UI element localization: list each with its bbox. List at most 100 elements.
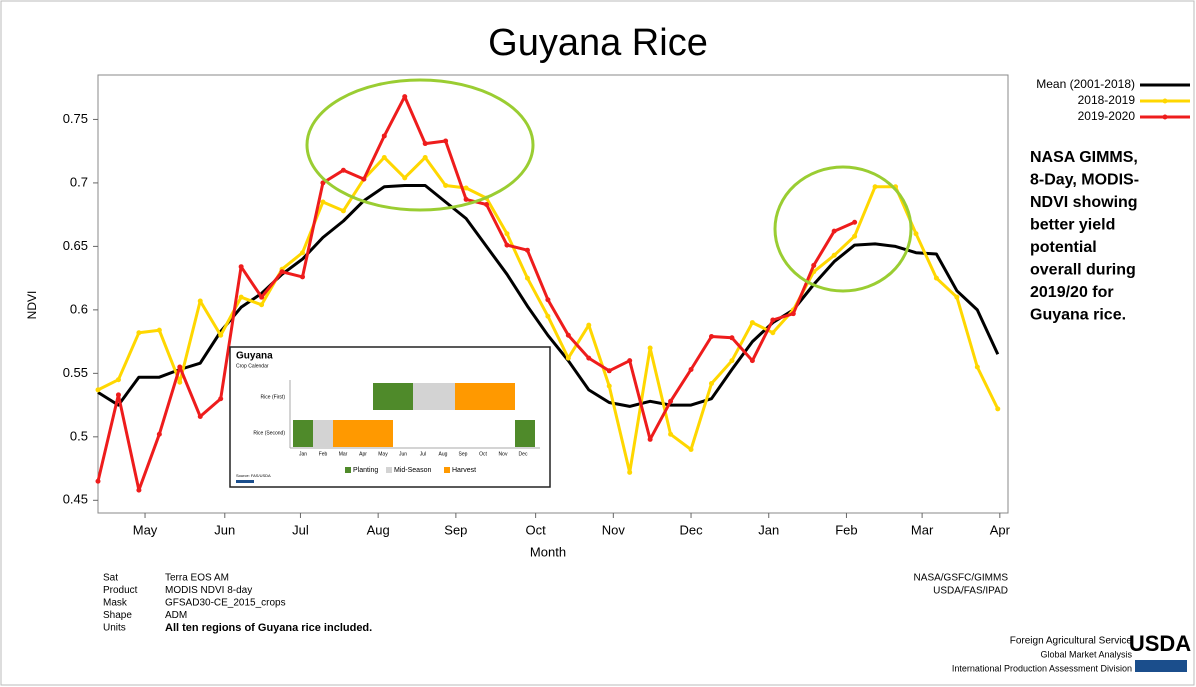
annotation: Guyana rice. [1030, 307, 1126, 324]
point [95, 387, 101, 393]
point [729, 335, 735, 341]
point [729, 358, 735, 364]
point [177, 379, 183, 385]
meta-label: Mask [103, 598, 128, 609]
point [770, 330, 776, 336]
inset-month: Jun [399, 451, 407, 457]
point [668, 398, 674, 404]
meta-label: Product [103, 585, 138, 596]
point [565, 332, 571, 338]
point [668, 431, 674, 437]
annotation: overall during [1030, 262, 1136, 279]
point [913, 231, 919, 237]
inset-frame [229, 346, 551, 488]
series-line [97, 184, 1000, 408]
y-tick-label: 0.7 [70, 174, 88, 189]
planting-bar [515, 420, 535, 447]
inset-legend: Harvest [452, 467, 476, 474]
point [647, 345, 653, 351]
inset-title: Guyana [236, 351, 273, 362]
point [463, 196, 469, 202]
meta-value: MODIS NDVI 8-day [165, 585, 252, 596]
credit: NASA/GSFC/GIMMS [914, 573, 1009, 584]
harvest-bar [455, 383, 515, 410]
point [320, 199, 326, 205]
point [156, 431, 162, 437]
point [381, 133, 387, 139]
point [831, 228, 837, 234]
x-tick-label: May [133, 522, 158, 537]
point [586, 322, 592, 328]
legend-marker [1162, 114, 1168, 120]
meta-value: Terra EOS AM [165, 573, 229, 584]
point [504, 242, 510, 248]
point [872, 184, 878, 190]
inset-month: Nov [499, 451, 508, 457]
meta-value: All ten regions of Guyana rice included. [165, 622, 372, 634]
inset-month: Mar [339, 451, 348, 457]
inset-month: Jan [299, 451, 307, 457]
inset-month: Feb [319, 451, 328, 457]
mid-season-bar [413, 383, 455, 410]
point [443, 182, 449, 188]
x-tick-label: Jan [758, 522, 779, 537]
planting-bar [293, 420, 313, 447]
point [218, 396, 224, 402]
point [504, 231, 510, 237]
highlight-ellipse [773, 165, 913, 293]
annotation: NASA GIMMS, [1030, 149, 1138, 166]
inset-month: Sep [459, 451, 468, 457]
x-tick-label: Apr [990, 522, 1011, 537]
point [136, 487, 142, 493]
point [627, 358, 633, 364]
y-tick-label: 0.75 [63, 111, 88, 126]
inset-subtitle: Crop Calendar [236, 363, 269, 369]
point [402, 175, 408, 181]
usda-logo: USDA [1129, 631, 1191, 656]
credit: USDA/FAS/IPAD [933, 586, 1008, 597]
meta-label: Units [103, 623, 126, 634]
point [627, 469, 633, 475]
annotation: NDVI showing [1030, 194, 1138, 211]
inset-row-label: Rice (Second) [253, 430, 285, 436]
chart-title: Guyana Rice [488, 22, 708, 64]
meta-label: Sat [103, 573, 118, 584]
annotation: 8-Day, MODIS- [1030, 172, 1139, 189]
point [484, 201, 490, 207]
y-tick-label: 0.5 [70, 428, 88, 443]
point [197, 298, 203, 304]
x-tick-label: Aug [367, 522, 390, 537]
y-axis-label: NDVI [25, 291, 39, 320]
point [115, 377, 121, 383]
point [749, 320, 755, 326]
x-axis-label: Month [530, 544, 566, 559]
mid-season-bar [313, 420, 333, 447]
point [708, 334, 714, 340]
x-tick-label: Mar [911, 522, 934, 537]
point [279, 269, 285, 275]
annotation: better yield [1030, 217, 1115, 234]
point [299, 250, 305, 256]
annotation: 2019/20 for [1030, 284, 1114, 301]
point [852, 233, 858, 239]
harvest-bar [333, 420, 393, 447]
point [320, 180, 326, 186]
point [381, 155, 387, 161]
x-tick-label: Sep [444, 522, 467, 537]
metadata: Sat Terra EOS AM Product MODIS NDVI 8-day Ma… [103, 573, 372, 634]
point [565, 355, 571, 361]
highlight-ellipse [305, 78, 535, 212]
point [422, 155, 428, 161]
point [340, 167, 346, 173]
y-tick-label: 0.6 [70, 301, 88, 316]
legend-label: 2019-2020 [1078, 109, 1136, 123]
point [361, 176, 367, 182]
point [115, 392, 121, 398]
crop-calendar: Guyana Crop Calendar Rice (First) Rice (… [229, 346, 551, 488]
inset-month: Aug [439, 451, 448, 457]
x-tick-label: Feb [835, 522, 857, 537]
y-tick-label: 0.55 [63, 365, 88, 380]
inset-legend: Mid-Season [394, 467, 431, 474]
